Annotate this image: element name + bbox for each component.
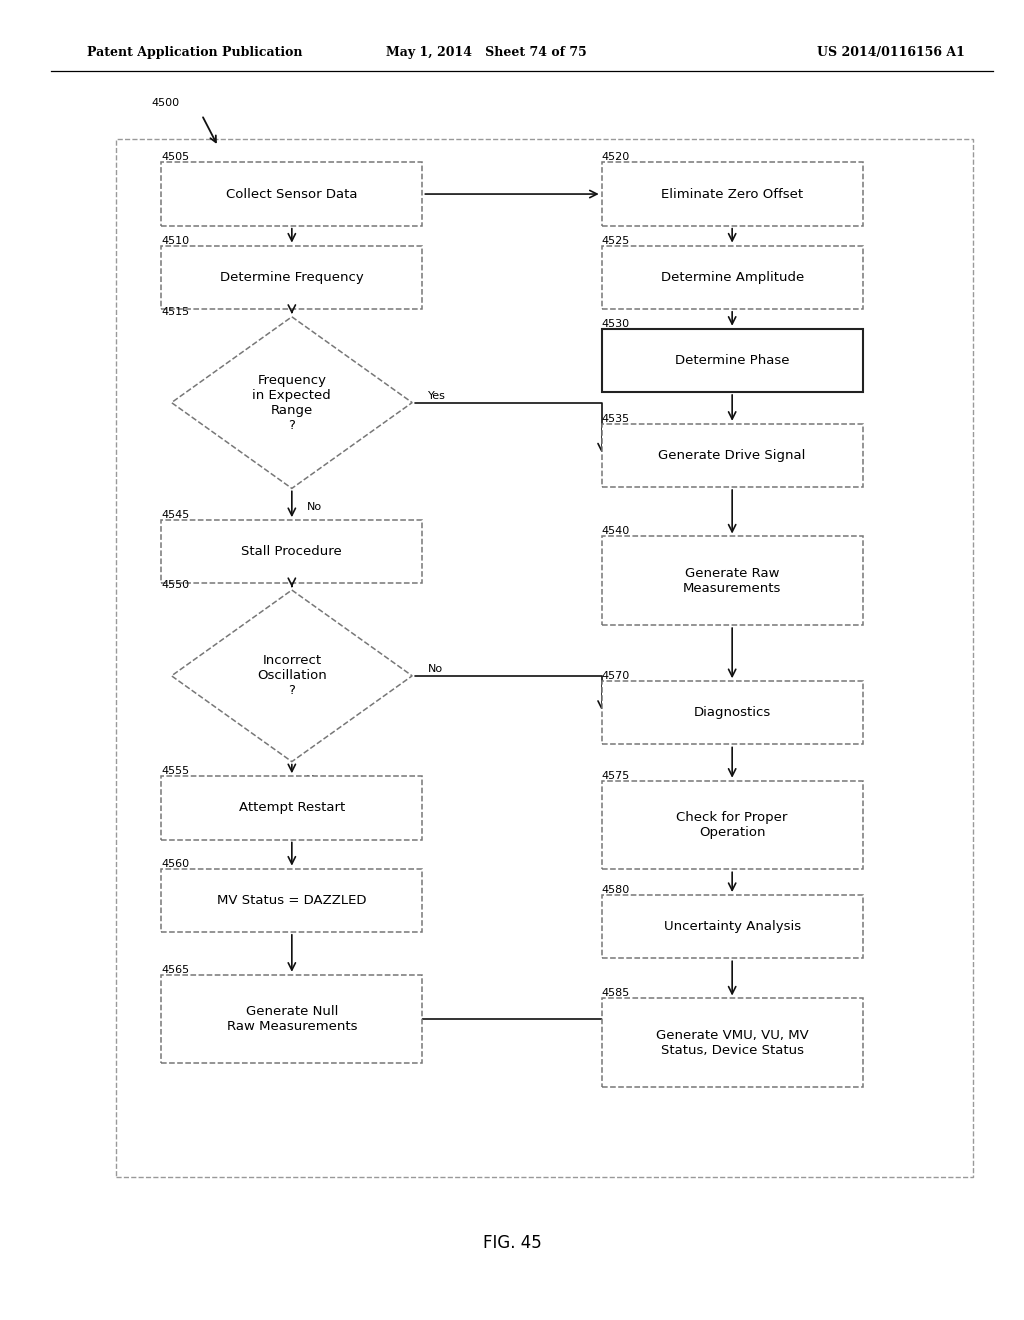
Text: FIG. 45: FIG. 45 bbox=[482, 1234, 542, 1253]
Text: Generate VMU, VU, MV
Status, Device Status: Generate VMU, VU, MV Status, Device Stat… bbox=[655, 1028, 809, 1057]
Text: Collect Sensor Data: Collect Sensor Data bbox=[226, 187, 357, 201]
Text: 4505: 4505 bbox=[161, 152, 189, 162]
Text: Eliminate Zero Offset: Eliminate Zero Offset bbox=[662, 187, 803, 201]
FancyBboxPatch shape bbox=[601, 536, 862, 626]
Text: 4510: 4510 bbox=[161, 235, 189, 246]
Text: 4515: 4515 bbox=[161, 306, 189, 317]
Text: Determine Phase: Determine Phase bbox=[675, 354, 790, 367]
Text: 4525: 4525 bbox=[601, 235, 630, 246]
Text: 4535: 4535 bbox=[601, 413, 630, 424]
Polygon shape bbox=[171, 317, 412, 488]
FancyBboxPatch shape bbox=[161, 776, 422, 840]
Text: 4540: 4540 bbox=[601, 527, 630, 536]
FancyBboxPatch shape bbox=[161, 246, 422, 309]
Polygon shape bbox=[171, 590, 412, 762]
Text: 4545: 4545 bbox=[161, 510, 189, 520]
FancyBboxPatch shape bbox=[161, 869, 422, 932]
Text: 4585: 4585 bbox=[601, 989, 630, 998]
Text: Uncertainty Analysis: Uncertainty Analysis bbox=[664, 920, 801, 933]
Text: 4580: 4580 bbox=[601, 884, 630, 895]
Text: 4570: 4570 bbox=[601, 671, 630, 681]
Text: Yes: Yes bbox=[428, 391, 445, 401]
Text: 4565: 4565 bbox=[161, 965, 189, 974]
Text: Frequency
in Expected
Range
?: Frequency in Expected Range ? bbox=[253, 374, 331, 432]
FancyBboxPatch shape bbox=[601, 895, 862, 958]
FancyBboxPatch shape bbox=[601, 246, 862, 309]
Text: Stall Procedure: Stall Procedure bbox=[242, 545, 342, 558]
Text: Yes: Yes bbox=[307, 775, 325, 785]
Text: 4500: 4500 bbox=[152, 98, 179, 108]
Text: MV Status = DAZZLED: MV Status = DAZZLED bbox=[217, 894, 367, 907]
Text: Diagnostics: Diagnostics bbox=[693, 706, 771, 719]
Text: 4530: 4530 bbox=[601, 318, 630, 329]
Text: 4550: 4550 bbox=[161, 579, 189, 590]
FancyBboxPatch shape bbox=[161, 974, 422, 1064]
Text: US 2014/0116156 A1: US 2014/0116156 A1 bbox=[817, 46, 965, 59]
FancyBboxPatch shape bbox=[601, 681, 862, 744]
Text: Generate Raw
Measurements: Generate Raw Measurements bbox=[683, 566, 781, 595]
Text: 4520: 4520 bbox=[601, 152, 630, 162]
FancyBboxPatch shape bbox=[601, 162, 862, 226]
Text: May 1, 2014   Sheet 74 of 75: May 1, 2014 Sheet 74 of 75 bbox=[386, 46, 587, 59]
Text: Determine Amplitude: Determine Amplitude bbox=[660, 271, 804, 284]
FancyBboxPatch shape bbox=[601, 424, 862, 487]
Text: Check for Proper
Operation: Check for Proper Operation bbox=[677, 810, 787, 840]
Text: Generate Drive Signal: Generate Drive Signal bbox=[658, 449, 806, 462]
Text: Determine Frequency: Determine Frequency bbox=[220, 271, 364, 284]
Text: Patent Application Publication: Patent Application Publication bbox=[87, 46, 302, 59]
Text: No: No bbox=[307, 502, 323, 512]
Text: No: No bbox=[428, 664, 442, 675]
FancyBboxPatch shape bbox=[601, 329, 862, 392]
FancyBboxPatch shape bbox=[601, 998, 862, 1088]
Text: Incorrect
Oscillation
?: Incorrect Oscillation ? bbox=[257, 655, 327, 697]
Text: 4575: 4575 bbox=[601, 771, 630, 780]
Text: Generate Null
Raw Measurements: Generate Null Raw Measurements bbox=[226, 1005, 357, 1034]
Text: 4560: 4560 bbox=[161, 858, 189, 869]
FancyBboxPatch shape bbox=[161, 162, 422, 226]
Text: Attempt Restart: Attempt Restart bbox=[239, 801, 345, 814]
Text: 4555: 4555 bbox=[161, 766, 189, 776]
FancyBboxPatch shape bbox=[161, 520, 422, 583]
FancyBboxPatch shape bbox=[601, 780, 862, 870]
